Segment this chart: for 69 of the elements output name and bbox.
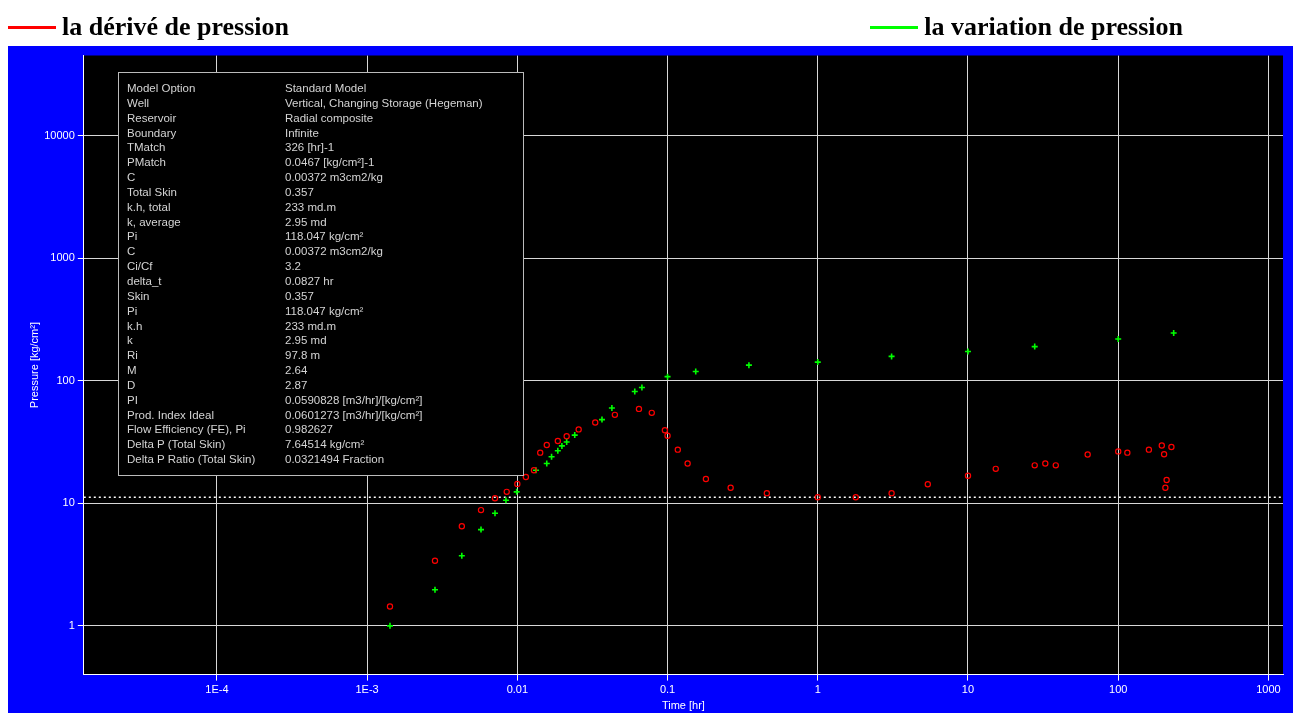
annotation: Radial composite (285, 110, 375, 126)
annotation: 97.8 m (285, 348, 322, 364)
annotation: Boundary (127, 125, 178, 141)
legend-label: la variation de pression (924, 12, 1183, 42)
annotation: C (127, 244, 137, 260)
annotation: delta_t (127, 273, 163, 289)
annotation: 233 md.m (285, 318, 338, 334)
annotation: C (127, 170, 137, 185)
annotation: 233 md.m (285, 199, 338, 215)
annotation: 0.0601273 [m3/hr]/[kg/cm²] (285, 407, 424, 423)
annotation: 0.982627 (285, 422, 334, 438)
annotation: 0.0827 hr (285, 273, 335, 289)
annotation: Ri (127, 348, 139, 364)
y-tick-label: 1 (68, 618, 75, 631)
x-tick-label: 0.1 (659, 683, 676, 696)
y-axis-title: Pressure [kg/cm²] (27, 322, 40, 409)
legend-label: la dérivé de pression (62, 12, 290, 42)
annotation: Delta P Ratio (Total Skin) (127, 452, 257, 467)
annotation: Ci/Cf (127, 259, 154, 274)
annotation: k (127, 333, 134, 349)
annotation: Standard Model (285, 81, 368, 96)
x-tick-label: 1 (814, 683, 821, 696)
annotation: Skin (127, 288, 151, 304)
annotation: Total Skin (127, 184, 178, 200)
annotation: Model Option (127, 81, 197, 96)
x-tick-label: 1E-4 (205, 683, 229, 696)
annotation: PI (127, 392, 139, 408)
x-tick-label: 1000 (1256, 683, 1281, 696)
annotation: 326 [hr]-1 (285, 140, 336, 156)
annotation: 0.0321494 Fraction (285, 452, 386, 467)
annotation: M (127, 363, 138, 378)
y-tick-label: 1000 (50, 251, 75, 264)
annotation: 0.0590828 [m3/hr]/[kg/cm²] (285, 392, 424, 408)
annotation: Prod. Index Ideal (127, 407, 215, 423)
annotation: 0.00372 m3cm2/kg (285, 244, 384, 260)
x-tick-label: 0.01 (506, 683, 529, 696)
annotation: D (127, 377, 137, 393)
annotation: 2.64 (285, 363, 309, 378)
annotation: Pi (127, 303, 139, 319)
annotation: Reservoir (127, 110, 178, 126)
x-tick-label: 10 (961, 683, 975, 696)
x-tick-label: 1E-3 (355, 683, 379, 696)
annotation: 118.047 kg/cm² (285, 303, 365, 319)
annotation: 2.95 md (285, 214, 328, 230)
annotation: 0.357 (285, 288, 315, 304)
x-tick-label: 100 (1109, 683, 1128, 696)
annotation: 7.64514 kg/cm² (285, 437, 366, 453)
y-tick-label: 10000 (44, 128, 75, 141)
annotation: 3.2 (285, 259, 302, 274)
annotation: Delta P (Total Skin) (127, 437, 227, 453)
annotation: 2.87 (285, 377, 309, 393)
annotation: Infinite (285, 125, 320, 141)
annotation: 118.047 kg/cm² (285, 229, 365, 245)
annotation: k, average (127, 214, 182, 230)
annotation: Well (127, 95, 151, 111)
annotation: 2.95 md (285, 333, 328, 349)
annotation: TMatch (127, 140, 167, 156)
x-axis-title: Time [hr] (661, 699, 705, 712)
y-tick-label: 100 (56, 373, 75, 386)
annotation: Vertical, Changing Storage (Hegeman) (285, 95, 484, 111)
annotation: k.h, total (127, 199, 172, 215)
annotation: 0.0467 [kg/cm²]-1 (285, 155, 376, 171)
annotation: Pi (127, 229, 139, 245)
annotation: Flow Efficiency (FE), Pi (127, 422, 247, 438)
annotation: 0.00372 m3cm2/kg (285, 170, 384, 185)
annotation: PMatch (127, 155, 167, 171)
annotation: k.h (127, 318, 144, 334)
annotation: 0.357 (285, 184, 315, 200)
y-tick-label: 10 (62, 496, 75, 509)
